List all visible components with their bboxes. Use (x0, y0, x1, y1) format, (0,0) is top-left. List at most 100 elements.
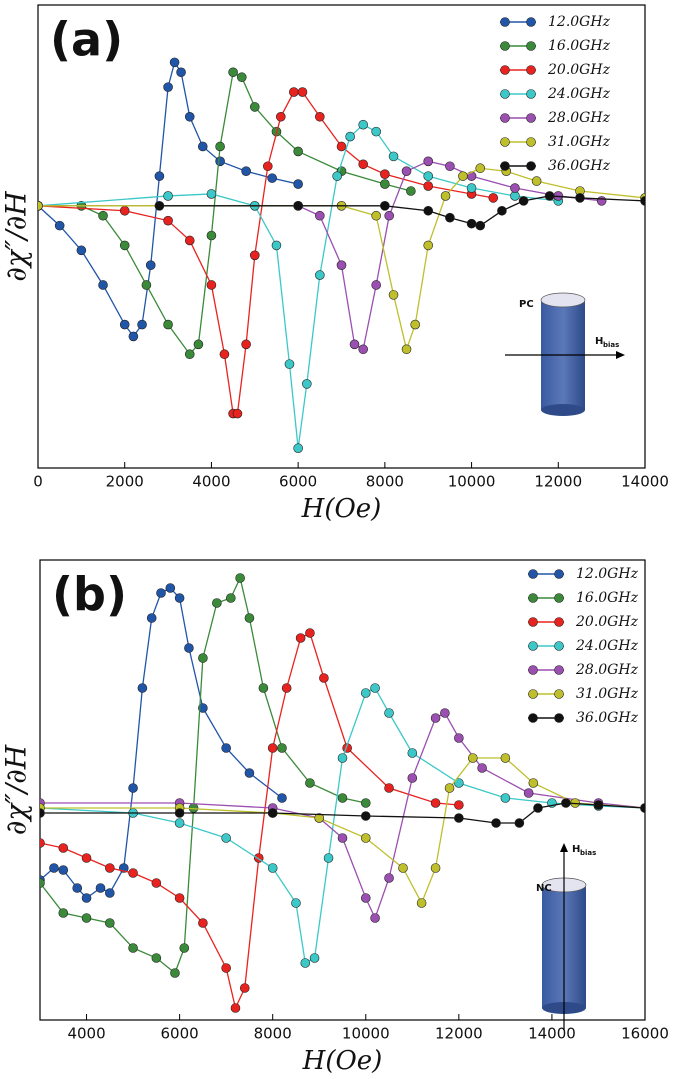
data-point (370, 913, 380, 923)
legend-marker (554, 593, 564, 603)
legend-marker (528, 593, 538, 603)
legend-marker (500, 89, 510, 99)
series-line (159, 195, 645, 227)
data-point (179, 943, 190, 953)
data-point (137, 319, 147, 330)
data-point (384, 708, 394, 718)
data-point (345, 131, 355, 142)
x-tick-label: 6000 (161, 1025, 199, 1043)
data-point (293, 201, 303, 211)
series-line (38, 91, 494, 415)
data-point (81, 893, 92, 903)
data-point (423, 171, 434, 181)
data-point (289, 87, 299, 97)
data-point (358, 119, 368, 130)
data-point (156, 588, 166, 598)
legend-marker (528, 713, 538, 723)
data-point (284, 359, 295, 369)
legend-marker (554, 689, 564, 699)
data-point (184, 349, 195, 360)
data-point (401, 344, 412, 355)
data-point (384, 783, 394, 793)
data-point (40, 878, 45, 888)
data-point (198, 653, 208, 663)
data-point (444, 783, 455, 793)
data-point (267, 743, 278, 753)
data-point (49, 863, 59, 873)
data-point (358, 159, 368, 170)
data-point (215, 156, 225, 167)
data-point (232, 408, 243, 419)
data-point (241, 339, 251, 350)
field-subscript: bias (580, 849, 596, 857)
data-point (154, 171, 165, 181)
plot-frame (39, 559, 646, 1021)
x-tick-label: 8000 (254, 1025, 292, 1043)
data-point (445, 212, 455, 223)
arrow-head (560, 843, 568, 852)
data-point (575, 193, 585, 203)
data-point (523, 788, 534, 798)
data-point (454, 733, 464, 743)
legend-label: 36.0GHz (576, 710, 639, 726)
data-point (454, 800, 464, 810)
field-subscript: bias (603, 341, 619, 349)
inset-label: PC (519, 299, 534, 310)
data-point (407, 773, 418, 783)
data-point (98, 280, 108, 290)
x-tick-label: 12000 (534, 473, 582, 491)
data-point (293, 179, 303, 189)
data-point (76, 245, 87, 256)
data-point (228, 67, 238, 78)
data-point (336, 141, 347, 152)
data-point (371, 126, 381, 137)
data-point (275, 111, 286, 122)
plot-frame (37, 4, 646, 469)
data-point (491, 818, 501, 828)
data-point (128, 943, 138, 953)
data-point (533, 803, 543, 813)
data-point (640, 803, 645, 813)
data-point (315, 270, 325, 280)
data-point (215, 141, 225, 152)
data-point (488, 193, 499, 203)
data-point (430, 863, 441, 873)
series-line (38, 123, 559, 449)
x-tick-label: 14000 (621, 473, 669, 491)
data-point (165, 583, 176, 593)
data-point (500, 793, 511, 803)
data-point (163, 319, 173, 330)
data-point (128, 331, 139, 342)
x-tick-label: 12000 (435, 1025, 483, 1043)
data-point (72, 883, 83, 893)
data-point (249, 102, 260, 112)
data-point (514, 818, 525, 828)
data-point (277, 793, 287, 803)
data-point (40, 808, 45, 818)
x-tick-label: 14000 (528, 1025, 576, 1043)
data-point (309, 953, 320, 963)
data-point (235, 573, 245, 583)
data-point (38, 201, 43, 211)
data-point (58, 843, 69, 853)
data-point (407, 748, 418, 758)
data-point (305, 778, 315, 788)
data-point (81, 913, 92, 923)
data-point (384, 873, 394, 883)
legend-marker (500, 17, 510, 27)
data-point (358, 344, 368, 355)
legend-label: 31.0GHz (548, 134, 611, 150)
cylinder-bottom (541, 404, 585, 416)
x-tick-label: 10000 (342, 1025, 390, 1043)
data-point (337, 793, 348, 803)
data-point (105, 863, 115, 873)
data-point (151, 953, 162, 963)
x-tick-label: 16000 (621, 1025, 669, 1043)
series-line (40, 576, 366, 975)
data-point (241, 166, 251, 177)
data-point (239, 983, 250, 993)
data-point (267, 808, 278, 818)
data-point (360, 798, 371, 808)
data-point (371, 280, 381, 290)
data-point (291, 898, 301, 908)
